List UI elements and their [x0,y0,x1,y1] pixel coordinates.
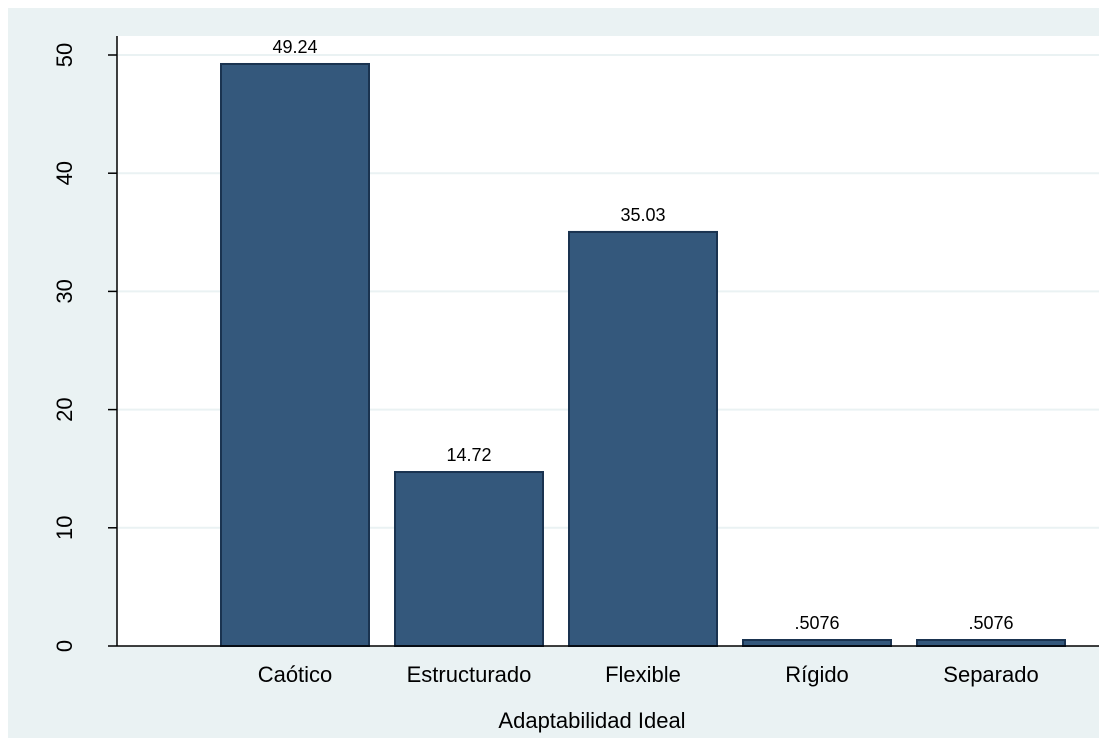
x-tick-label: Separado [943,662,1038,687]
x-tick-label: Caótico [258,662,333,687]
bar [394,471,544,648]
bar [568,230,718,647]
y-tick-label: 20 [52,397,77,421]
x-axis-title: Adaptabilidad Ideal [498,708,685,733]
bars [220,62,1066,648]
y-tick-label: 0 [52,640,77,652]
bar-value-label: 14.72 [446,445,491,465]
bar [220,62,370,647]
y-tick-label: 30 [52,279,77,303]
y-tick-label: 40 [52,161,77,185]
bar-value-label: .5076 [794,613,839,633]
bar-value-label: 49.24 [272,37,317,57]
x-tick-label: Flexible [605,662,681,687]
y-tick-label: 10 [52,516,77,540]
value-labels: 49.24 14.72 35.03 .5076 .5076 [272,37,1013,633]
bar-value-label: 35.03 [620,205,665,225]
bar-value-label: .5076 [968,613,1013,633]
bar [916,639,1066,648]
x-tick-label: Rígido [785,662,849,687]
axes: Caótico Estructurado Flexible Rígido Separad… [52,36,1099,687]
x-tick-label: Estructurado [407,662,532,687]
y-tick-label: 50 [52,43,77,67]
bar [742,639,892,648]
